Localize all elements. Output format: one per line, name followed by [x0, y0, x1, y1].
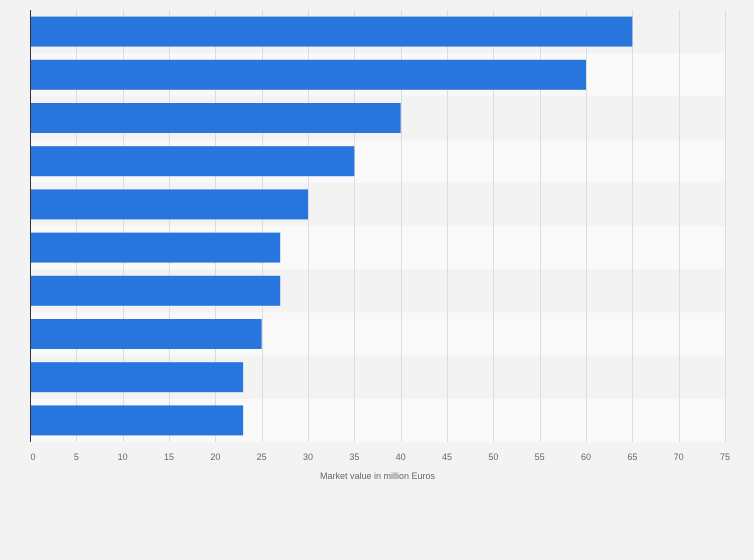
x-tick-label: 10 — [118, 452, 128, 462]
x-tick-label: 55 — [535, 452, 545, 462]
bar — [30, 16, 633, 47]
bar — [30, 59, 586, 90]
x-tick-label: 20 — [210, 452, 220, 462]
x-tick-label: 50 — [488, 452, 498, 462]
x-axis-title: Market value in million Euros — [320, 471, 436, 481]
x-tick-label: 0 — [30, 452, 35, 462]
bar — [30, 103, 401, 133]
x-tick-label: 25 — [257, 452, 267, 462]
x-tick-label: 70 — [674, 452, 684, 462]
x-tick-label: 45 — [442, 452, 452, 462]
x-tick-label: 30 — [303, 452, 313, 462]
x-tick-label: 65 — [627, 452, 637, 462]
bar — [30, 189, 308, 220]
x-tick-label: 35 — [349, 452, 359, 462]
bar — [30, 146, 355, 177]
bar — [30, 362, 244, 393]
x-tick-label: 75 — [720, 452, 730, 462]
bar — [30, 275, 281, 306]
x-tick-label: 15 — [164, 452, 174, 462]
bars — [30, 16, 633, 436]
x-tick-label: 40 — [396, 452, 406, 462]
bar — [30, 232, 281, 263]
x-tick-label: 5 — [74, 452, 79, 462]
bar — [30, 405, 244, 436]
x-tick-label: 60 — [581, 452, 591, 462]
x-axis-tick-labels: 0 5 10 15 20 25 30 35 40 45 50 55 60 65 70 75 — [30, 452, 730, 462]
bar — [30, 319, 262, 349]
